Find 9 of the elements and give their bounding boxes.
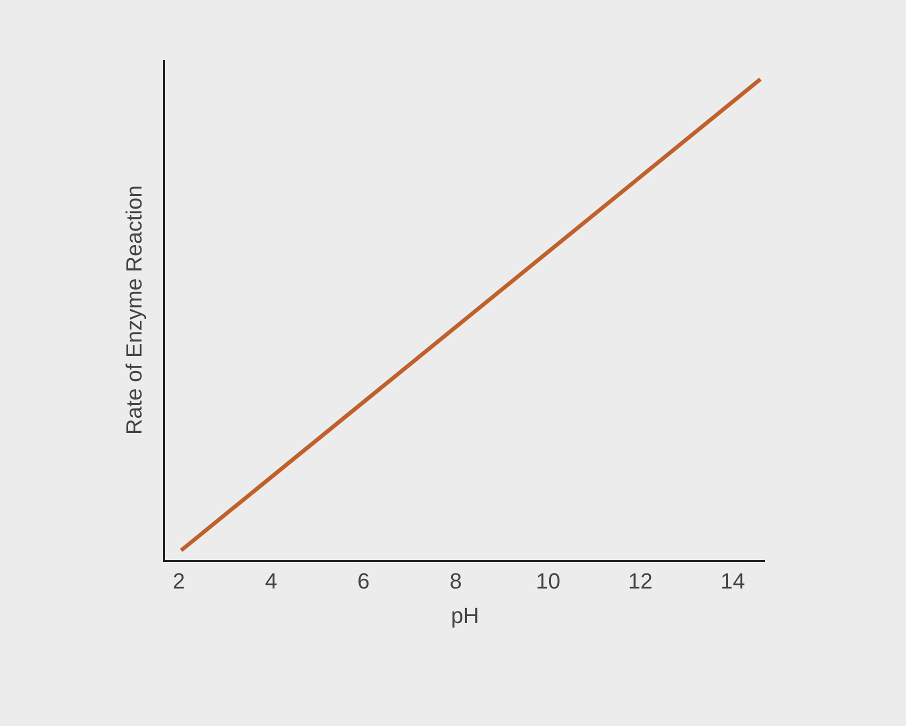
x-tick-label: 14	[720, 568, 745, 594]
x-tick-label: 12	[628, 568, 653, 594]
x-axis-title: pH	[450, 602, 480, 628]
x-tick-label: 6	[357, 568, 370, 594]
x-tick-label: 8	[450, 568, 462, 594]
x-tick-label: 10	[536, 568, 560, 594]
y-axis-title: Rate of Enzyme Reaction	[121, 185, 146, 435]
x-tick-label: 2	[172, 568, 185, 594]
x-tick-label: 4	[265, 568, 278, 594]
